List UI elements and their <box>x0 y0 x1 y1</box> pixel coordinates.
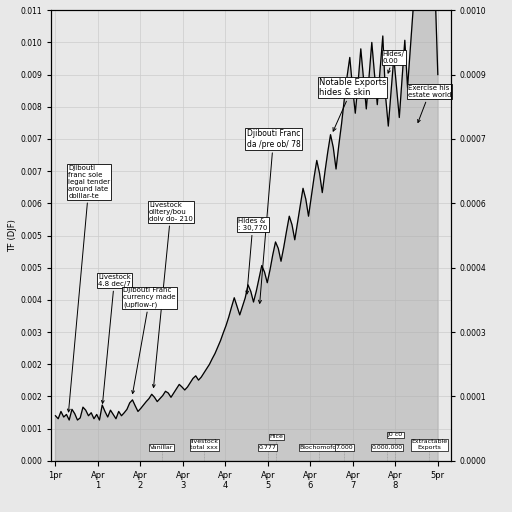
Text: Djibouti
franc sole
legal tender
around late
dolllar-te: Djibouti franc sole legal tender around … <box>68 165 110 412</box>
Text: livestock
total xxx: livestock total xxx <box>190 439 218 450</box>
Text: Extractable
Exports: Extractable Exports <box>411 439 447 450</box>
Text: Notable Exports
hides & skin: Notable Exports hides & skin <box>319 78 386 131</box>
Text: 0.000,000: 0.000,000 <box>371 445 402 450</box>
Text: 0.777: 0.777 <box>259 445 277 450</box>
Text: 7.000: 7.000 <box>335 445 353 450</box>
Text: Exercise his
estate world: Exercise his estate world <box>408 86 452 122</box>
Text: Hice: Hice <box>269 434 283 439</box>
Text: Biochomofol: Biochomofol <box>300 445 338 450</box>
Text: Hides &
: 30,770: Hides & : 30,770 <box>238 218 267 294</box>
Text: Vanillar: Vanillar <box>150 445 174 450</box>
Text: J0 c0: J0 c0 <box>388 432 403 437</box>
Text: Djibouti Franc
da /pre ob/ 78: Djibouti Franc da /pre ob/ 78 <box>247 129 301 303</box>
Text: Livestock
4.8 dec/7: Livestock 4.8 dec/7 <box>98 274 131 403</box>
Y-axis label: TF (DJF): TF (DJF) <box>9 219 17 252</box>
Text: Livestock
olltery/bou
dolv do- 210: Livestock olltery/bou dolv do- 210 <box>149 202 193 388</box>
Text: Djibouti Franc
currency made
(upflow-r): Djibouti Franc currency made (upflow-r) <box>123 288 176 394</box>
Text: Hides/
0.00: Hides/ 0.00 <box>382 51 404 73</box>
